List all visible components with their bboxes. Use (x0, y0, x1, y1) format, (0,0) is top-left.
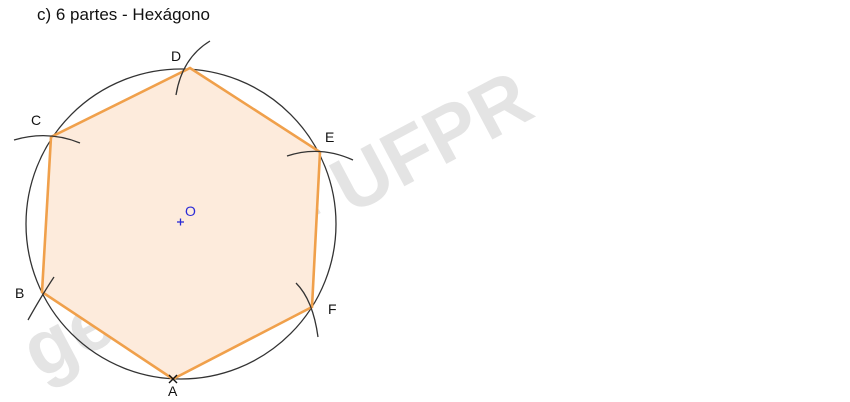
arc-mark-f (295, 282, 319, 338)
arc-mark-b (27, 276, 55, 321)
page-title: c) 6 partes - Hexágono (37, 5, 210, 24)
label-c: C (31, 112, 41, 128)
label-f: F (328, 301, 337, 317)
arc-mark-c (13, 135, 81, 144)
arc-mark-d (175, 40, 211, 96)
label-a: A (168, 383, 178, 399)
label-d: D (171, 48, 181, 64)
label-o: O (185, 203, 196, 219)
point-a-mark (168, 374, 178, 384)
circumference (25, 68, 337, 380)
label-b: B (15, 285, 24, 301)
center-point-o (177, 218, 184, 226)
arc-mark-e (286, 150, 354, 161)
label-e: E (325, 129, 334, 145)
